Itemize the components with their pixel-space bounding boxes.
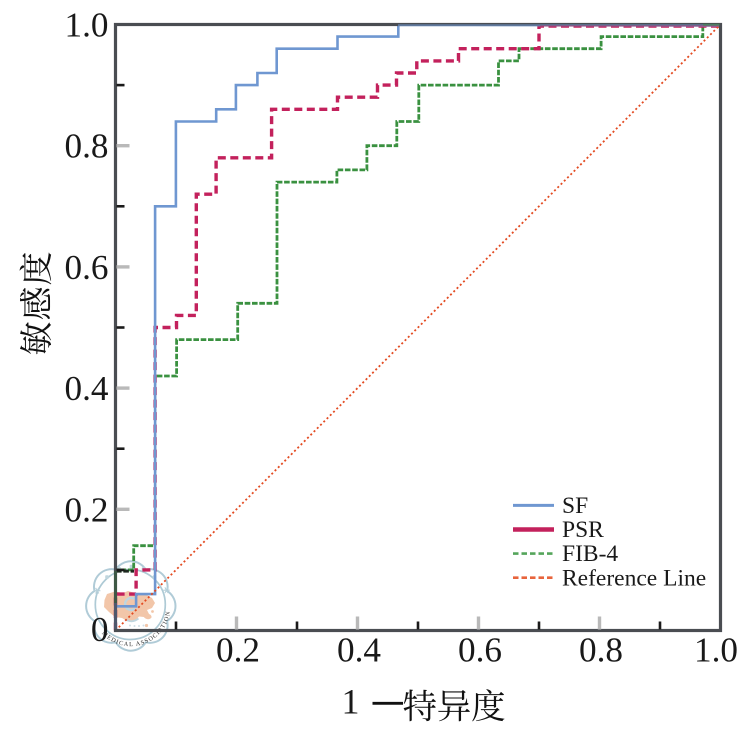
svg-text:0.8: 0.8	[65, 127, 109, 166]
svg-text:0.2: 0.2	[65, 490, 109, 529]
svg-text:0.4: 0.4	[337, 631, 381, 670]
svg-text:0: 0	[91, 610, 109, 649]
svg-text:0.4: 0.4	[65, 369, 109, 408]
svg-text:FIB-4: FIB-4	[562, 541, 618, 567]
svg-text:0.2: 0.2	[216, 631, 260, 670]
svg-text:1: 1	[342, 682, 360, 722]
svg-text:0.8: 0.8	[579, 631, 623, 670]
svg-text:PSR: PSR	[562, 517, 604, 543]
svg-text:1.0: 1.0	[694, 631, 738, 670]
svg-text:SF: SF	[562, 493, 588, 519]
svg-text:0.6: 0.6	[65, 248, 109, 287]
svg-text:1.0: 1.0	[65, 6, 109, 45]
svg-text:Reference Line: Reference Line	[562, 565, 706, 591]
svg-text:0.6: 0.6	[458, 631, 502, 670]
